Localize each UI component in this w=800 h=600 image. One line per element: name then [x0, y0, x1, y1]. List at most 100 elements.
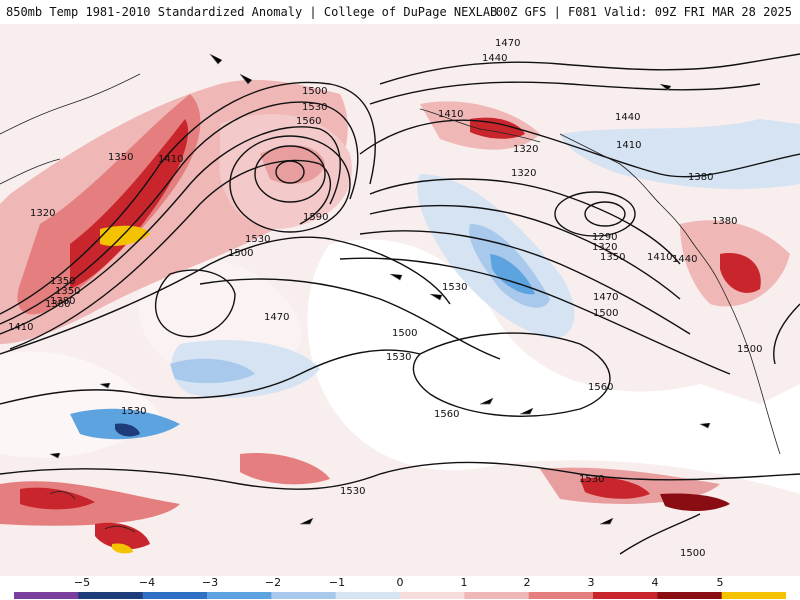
- wind-barb: [49, 452, 61, 459]
- colorbar-swatch: [593, 592, 658, 599]
- warm-anomaly: [580, 477, 650, 499]
- contour-label: 1560: [434, 409, 459, 420]
- coastline: [419, 108, 541, 143]
- warm-anomaly: [470, 117, 525, 139]
- contour-line: [359, 230, 691, 335]
- contour-label: 1320: [592, 242, 617, 253]
- wind-barb: [699, 422, 711, 429]
- colorbar-swatch: [528, 592, 594, 599]
- coastline: [0, 158, 61, 185]
- contour-line: [619, 513, 701, 555]
- height-contours: [0, 53, 800, 555]
- contour-labels: 1470 1440 1500 1530 1560 1350 1410 1590 …: [8, 38, 762, 559]
- contour-label: 1530: [121, 406, 146, 417]
- colorbar-swatch: [14, 592, 79, 599]
- contour-line: [359, 119, 800, 178]
- map-panel: 1470 1440 1500 1530 1560 1350 1410 1590 …: [0, 24, 800, 576]
- contour-line: [0, 81, 376, 315]
- contour-line: [379, 53, 800, 85]
- contour-label: 1500: [680, 548, 705, 559]
- contour-label: 1350: [50, 276, 75, 287]
- contour-label: 1410: [158, 154, 183, 165]
- contour-label: 1440: [672, 254, 697, 265]
- contour-label: 1350: [55, 286, 80, 297]
- contour-line: [339, 257, 731, 375]
- contour-line: [9, 159, 331, 350]
- wind-barb: [600, 517, 614, 525]
- wind-barb: [520, 407, 534, 415]
- coastline: [49, 491, 76, 500]
- contour-label: 1470: [264, 312, 289, 323]
- contour-line: [369, 81, 761, 105]
- warm-anomaly: [17, 94, 201, 315]
- contour-label: 1500: [737, 344, 762, 355]
- neutral-region: [307, 239, 800, 494]
- run-info: 00Z GFS | F081 Valid: 09Z FRI MAR 28 202…: [495, 5, 792, 19]
- contour-label: 1500: [228, 248, 253, 259]
- cold-anomaly: [115, 423, 140, 437]
- contour-label: 1410: [647, 252, 672, 263]
- contour-label: 1530: [442, 282, 467, 293]
- legend-tick-label: −2: [264, 576, 282, 589]
- colorbar-swatch: [721, 592, 786, 599]
- contour-label: 1500: [593, 308, 618, 319]
- legend-tick-label: 3: [587, 576, 595, 589]
- map-title: 850mb Temp 1981-2010 Standardized Anomal…: [6, 5, 498, 19]
- contour-label: 1560: [296, 116, 321, 127]
- contour-label: 1530: [245, 234, 270, 245]
- colorbar-swatch: [657, 592, 723, 599]
- legend-tick-label: 5: [716, 576, 724, 589]
- contour-label: 1530: [302, 102, 327, 113]
- contour-label: 1380: [45, 299, 70, 310]
- contour-label: 1380: [688, 172, 713, 183]
- cold-anomaly: [170, 358, 255, 384]
- contour-label: 1410: [616, 140, 641, 151]
- wind-barb: [429, 293, 443, 301]
- contour-line: [0, 349, 421, 405]
- coastline: [104, 525, 136, 533]
- contour-line: [0, 101, 359, 325]
- contour-label: 1440: [482, 53, 507, 64]
- colorbar: [14, 592, 786, 599]
- contour-label: 1530: [386, 352, 411, 363]
- legend-tick-label: −3: [201, 576, 219, 589]
- wind-barb: [300, 517, 314, 525]
- contour-line: [369, 204, 681, 300]
- colorbar-svg: [14, 592, 786, 599]
- contour-label: 1410: [8, 322, 33, 333]
- colorbar-swatch: [78, 592, 144, 599]
- anomaly-map: 1470 1440 1500 1530 1560 1350 1410 1590 …: [0, 24, 800, 576]
- contour-label: 1290: [592, 232, 617, 243]
- contour-label: 1500: [302, 86, 327, 97]
- colorbar-swatch: [400, 592, 465, 599]
- contour-line: [554, 191, 636, 237]
- contour-label: 1560: [588, 382, 613, 393]
- legend-tick-label: 1: [460, 576, 468, 589]
- contour-label: 1350: [108, 152, 133, 163]
- wind-barb: [239, 73, 253, 85]
- contour-label: 1530: [340, 486, 365, 497]
- contour-line: [369, 178, 681, 265]
- legend-tick-label: 0: [396, 576, 404, 589]
- contour-line: [229, 135, 351, 233]
- contour-line: [584, 201, 626, 227]
- title-bar: 850mb Temp 1981-2010 Standardized Anomal…: [0, 0, 800, 24]
- coastline: [0, 73, 141, 135]
- contour-label: 1440: [615, 112, 640, 123]
- warm-anomaly: [20, 487, 95, 510]
- contour-label: 1410: [438, 109, 463, 120]
- coastline: [559, 133, 781, 455]
- contour-line: [773, 303, 800, 365]
- contour-label: 1500: [392, 328, 417, 339]
- wind-barb: [659, 83, 672, 91]
- contour-label: 1320: [513, 144, 538, 155]
- contour-label: 1320: [30, 208, 55, 219]
- contour-line: [254, 145, 326, 203]
- cold-anomaly: [490, 254, 535, 295]
- wind-barb: [209, 53, 223, 65]
- warm-anomaly: [720, 253, 761, 293]
- contour-label: 1320: [511, 168, 536, 179]
- legend-tick-label: 4: [651, 576, 659, 589]
- contour-line: [275, 160, 305, 184]
- colorbar-swatch: [335, 592, 401, 599]
